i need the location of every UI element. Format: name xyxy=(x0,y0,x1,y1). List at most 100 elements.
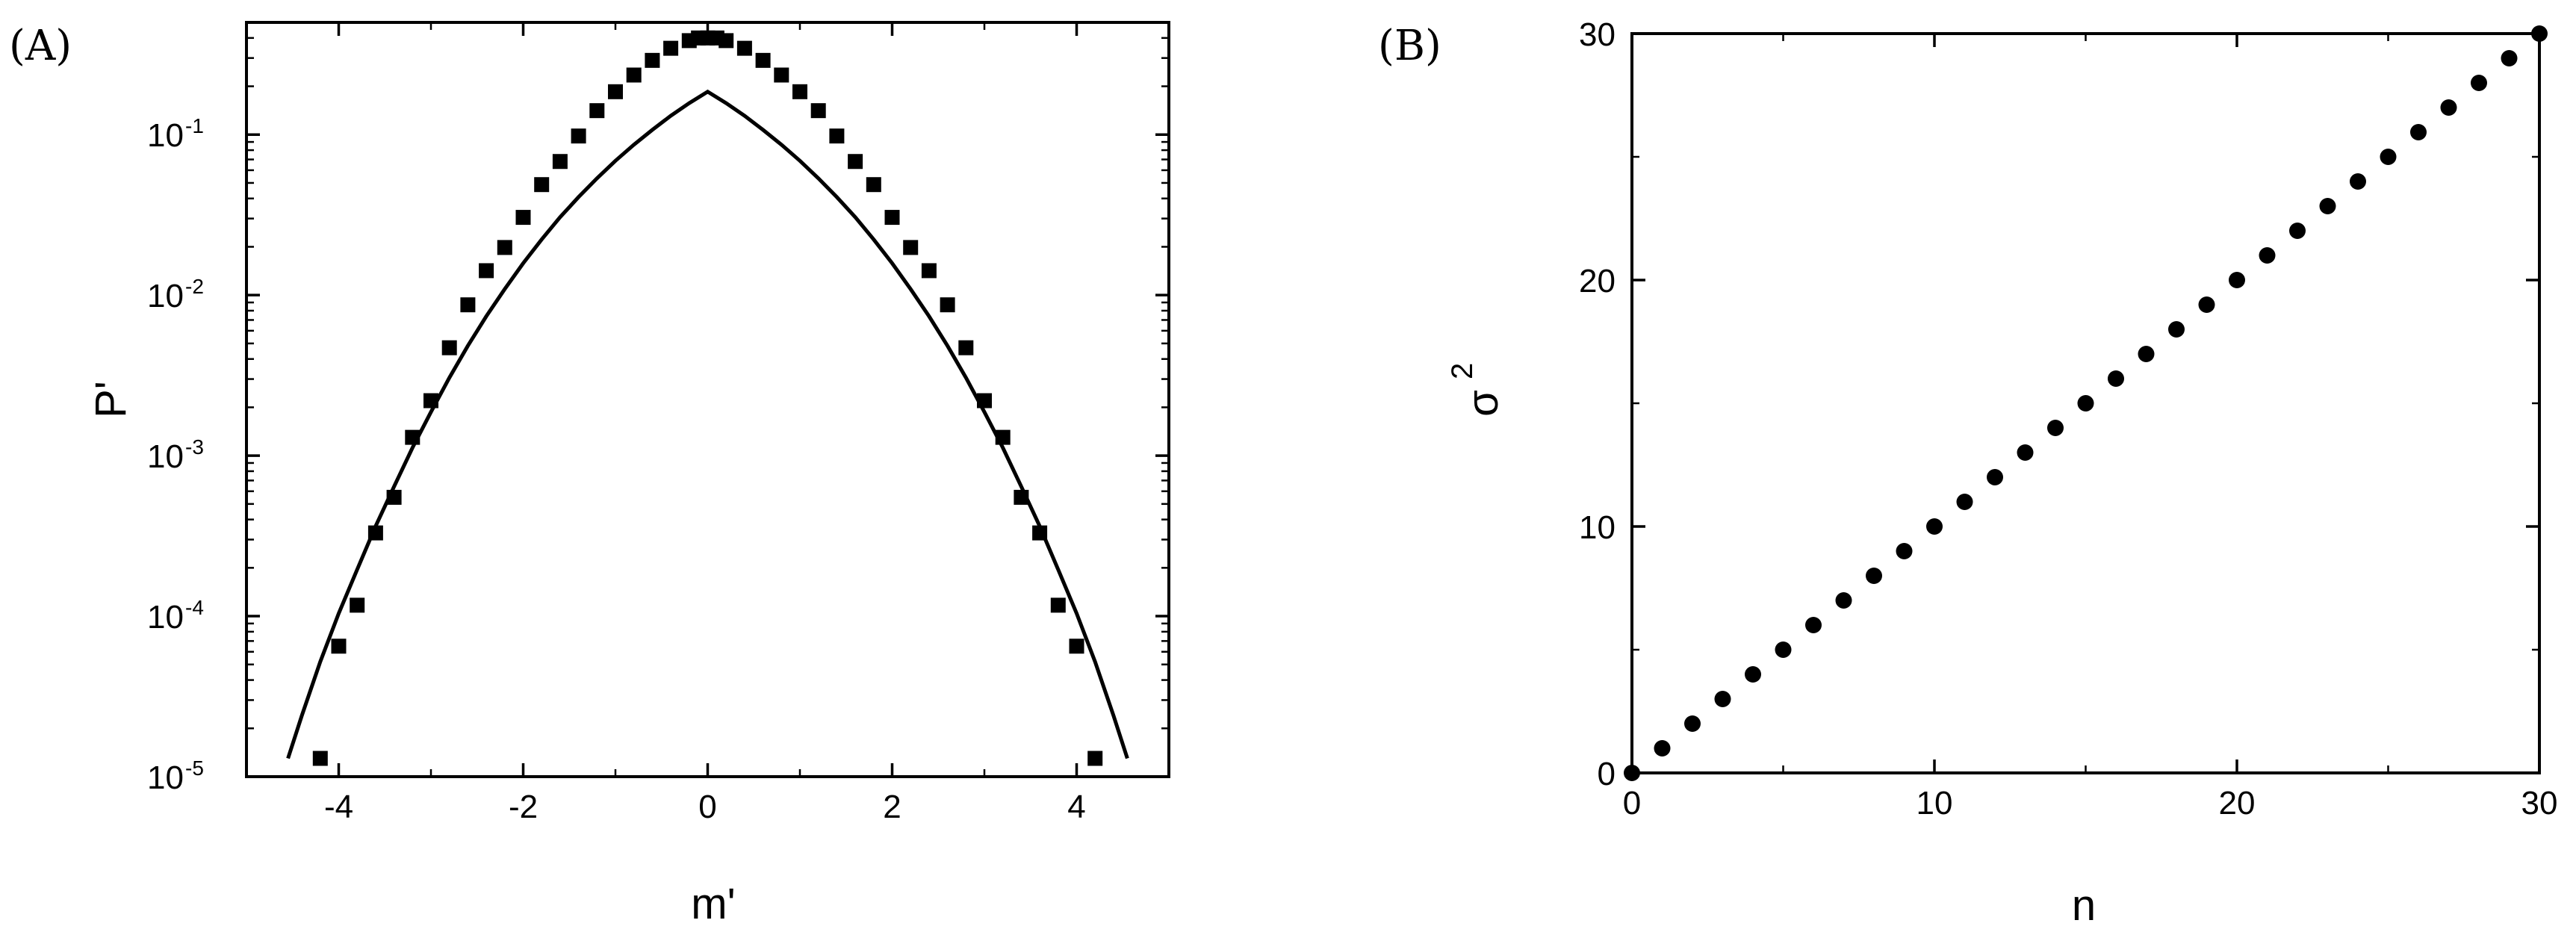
panel-a: (A) m' P' -4 -2 0 2 410-510-410-310-210-1 xyxy=(9,21,1170,928)
panel-a-data-point xyxy=(884,210,900,226)
panel-b-data-point xyxy=(2440,99,2457,116)
panel-a-data-point xyxy=(645,52,660,68)
panel-a-data-point xyxy=(460,297,476,313)
panel-a-data-point xyxy=(792,84,807,99)
panel-b-data-point xyxy=(2017,444,2034,461)
panel-b-data-point xyxy=(2198,296,2215,313)
panel-b-data-point xyxy=(1624,765,1640,781)
panel-a-data-point xyxy=(479,263,494,279)
panel-a-data-point xyxy=(608,84,623,99)
panel-a-x-tick-label: 4 xyxy=(1067,789,1085,825)
panel-a-data-point xyxy=(1069,639,1084,654)
panel-b-y-tick-label: 20 xyxy=(1579,263,1616,299)
panel-a-y-tick-label: 10 xyxy=(147,278,184,314)
panel-a-data-point xyxy=(350,597,365,613)
panel-a-data-point xyxy=(848,154,863,170)
panel-b-label: (B) xyxy=(1378,22,1441,70)
panel-b-data-point xyxy=(1714,691,1731,707)
panel-b-data-layer xyxy=(1624,25,2548,781)
panel-a-data-point xyxy=(810,103,826,119)
panel-a-data-point xyxy=(497,240,512,255)
panel-b-x-tick-label: 0 xyxy=(1623,785,1641,821)
panel-a-y-tick-label-exponent: -4 xyxy=(185,596,204,619)
panel-a-x-tick-label: -4 xyxy=(324,789,353,825)
panel-b-data-point xyxy=(1775,641,1792,658)
panel-a-data-point xyxy=(1087,751,1103,766)
panel-a-data-point xyxy=(903,240,919,255)
panel-a-data-point xyxy=(534,177,550,193)
panel-b-y-axis-title-group: σ 2 xyxy=(1446,363,1507,417)
panel-a-x-axis-title: m' xyxy=(691,880,735,928)
panel-b-data-point xyxy=(2108,370,2124,387)
panel-a-data-point xyxy=(571,128,586,144)
panel-a-data-point xyxy=(589,103,605,119)
panel-b: (B) n σ 2 0 10 20 30 0 10 20 30 xyxy=(1378,16,2557,930)
panel-b-data-point xyxy=(2410,124,2427,140)
panel-a-data-point xyxy=(866,177,881,193)
panel-a-data-point xyxy=(774,67,789,83)
panel-b-x-tick-label: 30 xyxy=(2521,785,2558,821)
panel-b-data-point xyxy=(2471,75,2487,91)
panel-a-y-tick-label-exponent: -3 xyxy=(185,435,204,459)
panel-a-data-point xyxy=(940,297,955,313)
panel-b-data-point xyxy=(2319,198,2336,214)
panel-a-data-point xyxy=(552,154,568,170)
panel-b-x-tick-label: 20 xyxy=(2219,785,2256,821)
panel-a-data-point xyxy=(1050,597,1066,613)
panel-a-y-tick-label: 10 xyxy=(147,117,184,154)
panel-a-data-point xyxy=(755,52,771,68)
panel-b-y-tick-label: 10 xyxy=(1579,509,1616,546)
panel-b-data-point xyxy=(2531,25,2548,42)
panel-a-data-point xyxy=(441,340,457,355)
panel-b-data-point xyxy=(1926,518,1943,535)
panel-b-data-point xyxy=(2350,173,2366,190)
panel-a-data-point xyxy=(829,128,845,144)
panel-b-data-point xyxy=(2138,346,2155,362)
panel-b-y-axis-title-superscript: 2 xyxy=(1446,363,1479,379)
panel-a-data-point xyxy=(331,639,347,654)
panel-b-data-point xyxy=(2168,321,2185,338)
panel-a-data-point xyxy=(921,263,937,279)
panel-a-y-tick-label: 10 xyxy=(147,759,184,796)
panel-a-fit-curve xyxy=(286,89,1129,759)
panel-b-data-point xyxy=(1896,543,1913,559)
panel-a-y-tick-label-exponent: -1 xyxy=(185,114,204,137)
panel-a-data-point xyxy=(626,67,642,83)
panel-a-data-point xyxy=(736,40,752,56)
panel-b-data-point xyxy=(1956,494,1973,510)
panel-a-x-tick-label: -2 xyxy=(509,789,538,825)
panel-b-data-point xyxy=(1684,715,1701,732)
panel-a-data-point xyxy=(312,751,328,766)
panel-b-data-point xyxy=(2077,395,2094,411)
panel-a-y-tick-label-exponent: -2 xyxy=(185,275,204,298)
panel-a-data-point xyxy=(663,40,679,56)
panel-a-plot-frame xyxy=(245,21,1170,778)
panel-a-data-point xyxy=(958,340,974,355)
panel-a-x-tick-label: 2 xyxy=(883,789,901,825)
panel-a-data-point xyxy=(515,210,531,226)
panel-b-data-point xyxy=(1987,469,2003,485)
panel-a-y-tick-label-exponent: -5 xyxy=(185,757,204,780)
panel-b-data-point xyxy=(1835,592,1852,609)
panel-a-x-tick-label: 0 xyxy=(698,789,716,825)
panel-b-data-point xyxy=(2047,420,2064,436)
panel-b-data-point xyxy=(2501,50,2518,66)
panel-b-data-point xyxy=(1745,666,1761,683)
panel-b-x-axis-title: n xyxy=(2072,881,2096,930)
panel-b-y-tick-label: 30 xyxy=(1579,16,1616,53)
panel-a-y-tick-label: 10 xyxy=(147,599,184,636)
panel-b-data-point xyxy=(1866,568,1882,584)
panel-b-data-point xyxy=(2259,247,2276,264)
panel-b-x-tick-label: 10 xyxy=(1917,785,1953,821)
panel-b-y-axis-title: σ xyxy=(1459,390,1507,417)
panel-b-y-tick-label: 0 xyxy=(1598,756,1616,792)
panel-b-data-point xyxy=(1654,740,1671,757)
panel-b-data-point xyxy=(2229,272,2245,288)
panel-b-data-point xyxy=(1805,617,1822,633)
panel-a-label: (A) xyxy=(9,22,72,70)
panel-a-data-layer xyxy=(286,30,1129,766)
panel-a-data-point xyxy=(719,33,734,49)
panel-b-data-point xyxy=(2289,223,2306,239)
panel-a-y-axis-title: P' xyxy=(87,381,135,418)
